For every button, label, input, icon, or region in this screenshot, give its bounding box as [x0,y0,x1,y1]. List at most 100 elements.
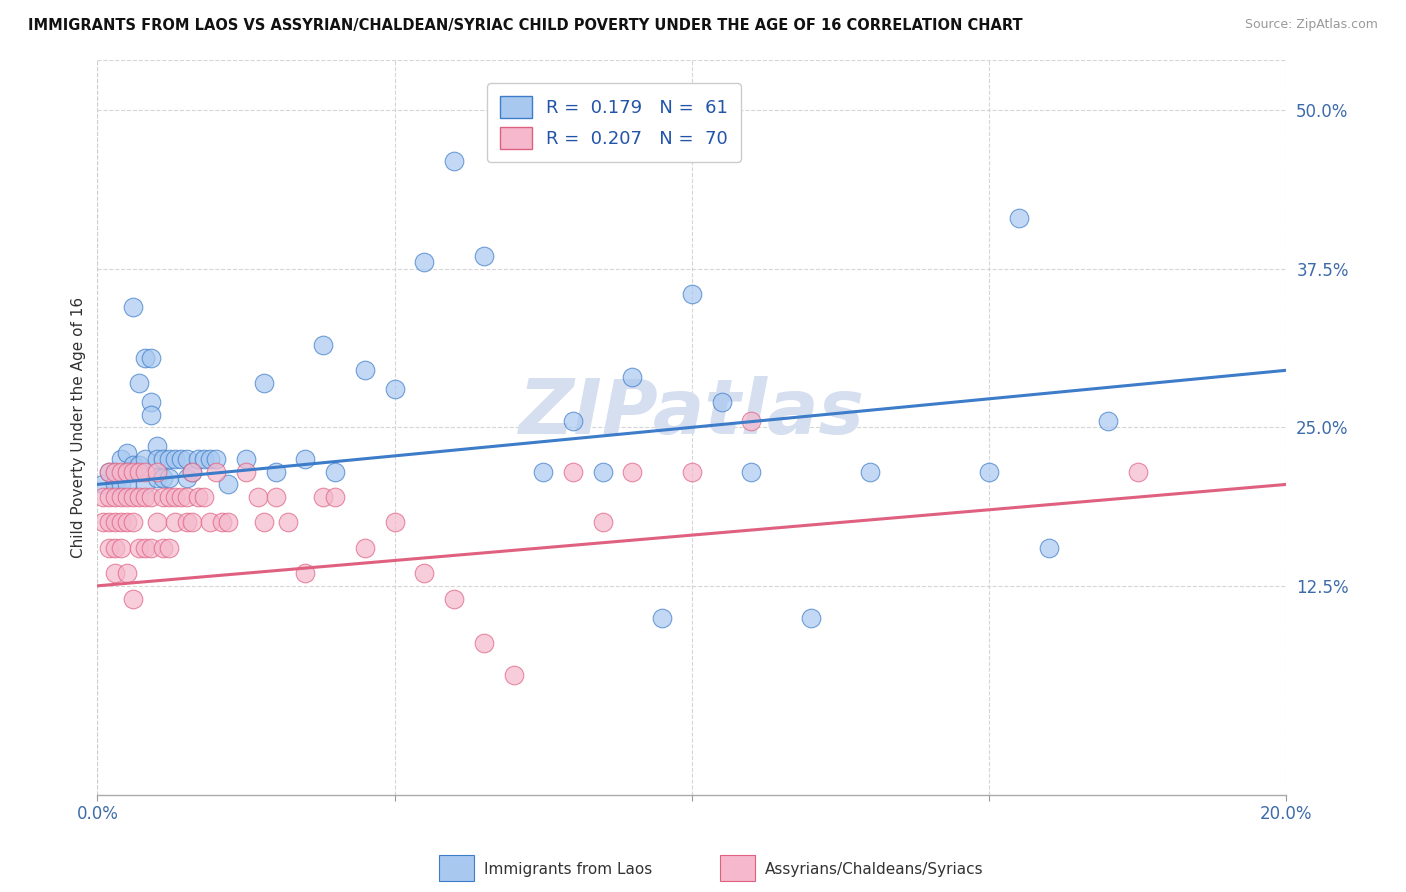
Point [217,516,239,530]
Point [651,610,673,624]
Point [128,490,150,504]
Point [176,471,198,485]
Point [621,465,644,479]
Point [139,351,162,365]
Point [152,541,174,555]
Point [152,471,174,485]
Point [152,490,174,504]
Point [115,516,138,530]
Point [264,465,287,479]
Point [235,465,257,479]
Point [1126,465,1149,479]
Point [472,249,495,263]
Point [979,465,1001,479]
Point [146,465,169,479]
Point [205,465,228,479]
Text: ZIPatlas: ZIPatlas [519,376,865,450]
Point [98,516,121,530]
Point [187,490,209,504]
Point [187,452,209,467]
Point [323,465,346,479]
Point [235,452,257,467]
Point [157,471,180,485]
Point [122,465,145,479]
Point [157,452,180,467]
Point [312,338,335,352]
Point [128,465,150,479]
Point [443,591,465,606]
Point [152,452,174,467]
Point [592,465,614,479]
Point [134,452,156,467]
Point [472,636,495,650]
Point [562,465,585,479]
Point [681,287,703,301]
Point [134,351,156,365]
Point [110,452,132,467]
Point [163,452,186,467]
Point [1038,541,1060,555]
Point [122,490,145,504]
Point [115,490,138,504]
Point [211,516,233,530]
Point [710,395,733,409]
Point [115,566,138,581]
Point [169,490,191,504]
Point [740,465,762,479]
Point [110,490,132,504]
Point [134,541,156,555]
Point [104,566,127,581]
Point [128,458,150,473]
Point [294,566,316,581]
Point [443,154,465,169]
Point [115,477,138,491]
Point [859,465,882,479]
Point [122,458,145,473]
Point [200,516,222,530]
Point [205,452,228,467]
Point [277,516,299,530]
Point [157,541,180,555]
Point [740,414,762,428]
Point [122,300,145,314]
Point [253,516,276,530]
Point [115,465,138,479]
Point [384,382,406,396]
Point [502,667,524,681]
Point [163,516,186,530]
Point [110,477,132,491]
Point [139,490,162,504]
Legend: R =  0.179   N =  61, R =  0.207   N =  70: R = 0.179 N = 61, R = 0.207 N = 70 [486,83,741,161]
Point [681,465,703,479]
Point [122,516,145,530]
Point [139,408,162,422]
Point [294,452,316,467]
Point [139,541,162,555]
Point [181,516,204,530]
Point [413,566,436,581]
Point [110,465,132,479]
Point [98,465,121,479]
Point [104,465,127,479]
Point [176,516,198,530]
Point [110,516,132,530]
Text: Source: ZipAtlas.com: Source: ZipAtlas.com [1244,18,1378,31]
Point [200,452,222,467]
Point [163,490,186,504]
Point [128,376,150,390]
Point [562,414,585,428]
Point [98,541,121,555]
Text: IMMIGRANTS FROM LAOS VS ASSYRIAN/CHALDEAN/SYRIAC CHILD POVERTY UNDER THE AGE OF : IMMIGRANTS FROM LAOS VS ASSYRIAN/CHALDEA… [28,18,1022,33]
Point [176,490,198,504]
Point [1008,211,1031,226]
Point [110,541,132,555]
Point [91,516,114,530]
Point [91,490,114,504]
Point [354,541,377,555]
Point [246,490,269,504]
Point [104,516,127,530]
Point [134,465,156,479]
Point [384,516,406,530]
Point [531,465,554,479]
Point [157,490,180,504]
